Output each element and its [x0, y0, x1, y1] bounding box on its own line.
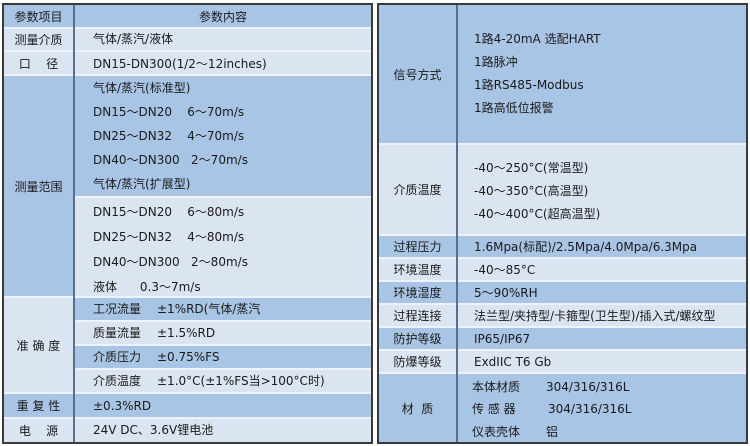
spec-row: ExdIIC T6 Gb	[458, 351, 746, 374]
row-value: ExdIIC T6 Gb	[474, 355, 552, 369]
header-content: 参数内容	[75, 5, 371, 29]
material-value: 304/316/316L	[548, 402, 632, 416]
spec-row: 法兰型/夹持型/卡箍型(卫生型)/插入式/螺纹型	[458, 305, 746, 328]
medium-label: 测量介质	[4, 29, 73, 52]
row-label: 环境温度	[379, 259, 456, 282]
mtemp-line: -40～350°C(高温型)	[474, 184, 589, 198]
material-label: 材 质	[379, 374, 456, 442]
caliber-label: 口 径	[4, 52, 73, 76]
signal-row: 1路4-20mA 选配HART 1路脉冲 1路RS485-Modbus 1路高低…	[458, 5, 746, 145]
material-value: 304/316/316L	[546, 380, 630, 394]
range-line: DN40～DN300 2～80m/s	[93, 255, 248, 269]
material-row: 本体材质 304/316/316L 传 感 器 304/316/316L 仪表壳体 铝	[458, 374, 746, 442]
header-item: 参数项目	[4, 5, 73, 29]
power-label: 电 源	[4, 419, 73, 442]
left-spec-table: 参数项目 参数内容 测量介质 气体/蒸汽/液体 口 径 DN15-DN300(1…	[2, 3, 373, 444]
row-value: 5～90%RH	[474, 286, 538, 300]
accuracy-value: ±1.5%RD	[157, 326, 216, 340]
row-label: 防护等级	[379, 328, 456, 351]
column-divider	[73, 5, 75, 442]
spec-row: -40～85°C	[458, 259, 746, 282]
accuracy-row: 工况流量 ±1%RD(气体/蒸汽	[75, 298, 371, 322]
medium-value: 气体/蒸汽/液体	[93, 32, 174, 46]
repeat-value: ±0.3%RD	[93, 399, 152, 413]
signal-line: 1路4-20mA 选配HART	[474, 32, 601, 46]
range-label: 测量范围	[4, 76, 73, 298]
accuracy-row: 介质温度 ±1.0°C(±1%FS当>100°C时)	[75, 370, 371, 394]
spec-row: 5～90%RH	[458, 282, 746, 305]
accuracy-row: 介质压力 ±0.75%FS	[75, 346, 371, 370]
row-value: IP65/IP67	[474, 332, 531, 346]
row-value: 法兰型/夹持型/卡箍型(卫生型)/插入式/螺纹型	[474, 309, 716, 323]
right-spec-table: 信号方式 1路4-20mA 选配HART 1路脉冲 1路RS485-Modbus…	[377, 3, 748, 444]
range-line: DN15～DN20 6～70m/s	[93, 105, 245, 119]
accuracy-value: ±1%RD(气体/蒸汽	[157, 302, 261, 316]
caliber-row: DN15-DN300(1/2～12inches)	[75, 52, 371, 76]
range-line: 气体/蒸汽(标准型)	[93, 81, 191, 95]
row-label: 过程连接	[379, 305, 456, 328]
accuracy-label: 准 确 度	[4, 298, 73, 394]
range-line: DN25～DN32 4～80m/s	[93, 230, 245, 244]
power-value: 24V DC、3.6V锂电池	[93, 423, 214, 437]
row-label: 防爆等级	[379, 351, 456, 374]
accuracy-name: 介质温度	[93, 374, 142, 388]
material-name: 传 感 器	[472, 402, 516, 416]
mtemp-label: 介质温度	[379, 145, 456, 236]
accuracy-name: 介质压力	[93, 350, 142, 364]
spec-row: IP65/IP67	[458, 328, 746, 351]
range-standard: 气体/蒸汽(标准型) DN15～DN20 6～70m/s DN25～DN32 4…	[75, 76, 371, 198]
range-line: DN25～DN32 4～70m/s	[93, 129, 245, 143]
spec-row: 1.6Mpa(标配)/2.5Mpa/4.0Mpa/6.3Mpa	[458, 236, 746, 259]
power-row: 24V DC、3.6V锂电池	[75, 419, 371, 442]
accuracy-row: 质量流量 ±1.5%RD	[75, 322, 371, 346]
repeat-label: 重 复 性	[4, 394, 73, 419]
signal-label: 信号方式	[379, 5, 456, 145]
range-line: DN15～DN20 6～80m/s	[93, 205, 245, 219]
row-value: 1.6Mpa(标配)/2.5Mpa/4.0Mpa/6.3Mpa	[474, 240, 698, 254]
signal-line: 1路高低位报警	[474, 101, 554, 115]
material-name: 仪表壳体	[472, 425, 521, 439]
mtemp-line: -40～400°C(超高温型)	[474, 207, 601, 221]
accuracy-name: 质量流量	[93, 326, 142, 340]
accuracy-value: ±1.0°C(±1%FS当>100°C时)	[157, 374, 325, 388]
repeat-row: ±0.3%RD	[75, 394, 371, 419]
range-extended: DN15～DN20 6～80m/s DN25～DN32 4～80m/s DN40…	[75, 198, 371, 298]
range-line: 液体 0.3～7m/s	[93, 280, 201, 294]
material-value: 铝	[546, 425, 559, 439]
row-label: 过程压力	[379, 236, 456, 259]
range-line: 气体/蒸汽(扩展型)	[93, 177, 191, 191]
signal-line: 1路RS485-Modbus	[474, 78, 584, 92]
mtemp-row: -40～250°C(常温型) -40～350°C(高温型) -40～400°C(…	[458, 145, 746, 236]
accuracy-name: 工况流量	[93, 302, 142, 316]
signal-line: 1路脉冲	[474, 55, 518, 69]
mtemp-line: -40～250°C(常温型)	[474, 161, 589, 175]
row-label: 环境湿度	[379, 282, 456, 305]
material-name: 本体材质	[472, 380, 521, 394]
row-value: -40～85°C	[474, 263, 536, 277]
caliber-value: DN15-DN300(1/2～12inches)	[93, 57, 267, 71]
range-line: DN40～DN300 2～70m/s	[93, 153, 248, 167]
accuracy-value: ±0.75%FS	[157, 350, 220, 364]
medium-row: 气体/蒸汽/液体	[75, 29, 371, 52]
column-divider	[456, 5, 458, 442]
